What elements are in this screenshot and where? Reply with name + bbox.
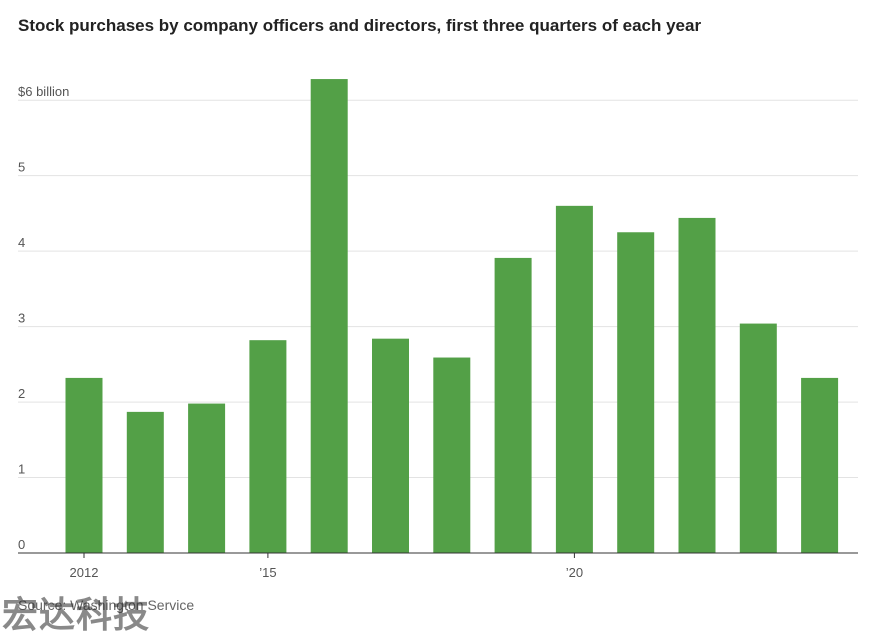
bar-2021 bbox=[617, 232, 655, 553]
bar-2015 bbox=[249, 340, 287, 553]
x-tick-label: ’20 bbox=[566, 565, 583, 580]
y-tick-label: 1 bbox=[18, 462, 25, 477]
y-tick-label: $6 billion bbox=[18, 84, 69, 99]
bar-2016 bbox=[310, 79, 348, 554]
bars bbox=[65, 79, 839, 554]
source-note: Source: Washington Service bbox=[18, 597, 195, 613]
chart-title: Stock purchases by company officers and … bbox=[18, 16, 702, 35]
bar-2020 bbox=[555, 205, 593, 553]
bar-2022 bbox=[678, 217, 716, 553]
x-tick-label: 2012 bbox=[70, 565, 99, 580]
y-tick-label: 5 bbox=[18, 160, 25, 175]
x-axis: 2012 ’15 ’20 bbox=[18, 552, 858, 580]
bar-2018 bbox=[433, 357, 471, 553]
bar-2019 bbox=[494, 257, 532, 553]
y-tick-label: 2 bbox=[18, 386, 25, 401]
y-tick-label: 3 bbox=[18, 311, 25, 326]
y-axis-labels: 0 1 2 3 4 5 $6 billion bbox=[18, 84, 69, 552]
y-tick-label: 0 bbox=[18, 537, 25, 552]
bar-2023 bbox=[739, 323, 777, 553]
bar-2012 bbox=[65, 377, 103, 553]
bar-2013 bbox=[126, 411, 164, 553]
bar-2024 bbox=[801, 377, 839, 553]
bar-2014 bbox=[188, 403, 226, 553]
y-tick-label: 4 bbox=[18, 235, 25, 250]
x-tick-label: ’15 bbox=[259, 565, 276, 580]
bar-2017 bbox=[372, 338, 409, 553]
